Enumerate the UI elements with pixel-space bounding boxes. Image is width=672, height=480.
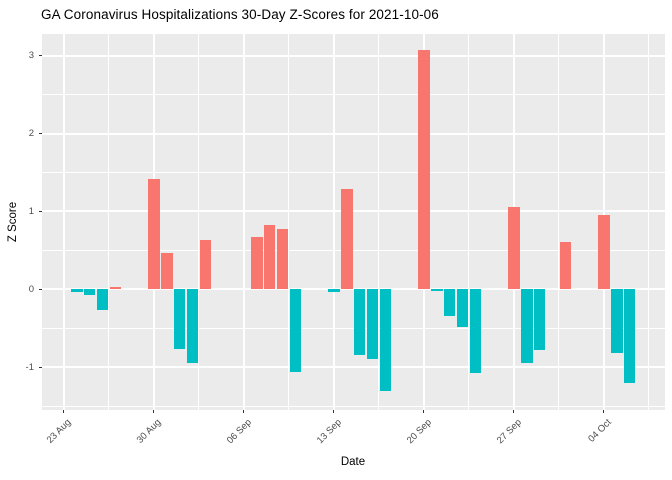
x-minor-gridline	[558, 34, 560, 410]
zscore-bar-2021-09-08	[263, 224, 276, 290]
zscore-bar-2021-08-26	[96, 289, 109, 310]
zscore-bar-2021-10-06	[623, 289, 636, 383]
y-tick-label: 0	[28, 283, 34, 295]
x-tick-mark	[603, 410, 605, 413]
x-major-gridline	[332, 34, 335, 410]
zscore-bar-2021-09-01	[173, 289, 186, 350]
zscore-bar-2021-10-01	[559, 241, 572, 290]
y-major-gridline	[42, 366, 665, 369]
x-minor-gridline	[288, 34, 290, 410]
zscore-bar-2021-09-29	[533, 289, 546, 351]
x-tick-label: 06 Sep	[224, 417, 254, 447]
y-tick-mark	[39, 55, 42, 57]
x-minor-gridline	[378, 34, 380, 410]
x-tick-mark	[333, 410, 335, 413]
zscore-bar-2021-08-27	[109, 287, 122, 290]
y-tick-mark	[39, 210, 42, 212]
zscore-bar-2021-09-07	[251, 237, 263, 290]
zscore-bar-2021-09-10	[289, 289, 302, 372]
x-tick-mark	[423, 410, 425, 413]
chart-title: GA Coronavirus Hospitalizations 30-Day Z…	[41, 7, 439, 22]
zscore-bar-2021-08-31	[161, 252, 173, 290]
y-minor-gridline	[42, 94, 665, 96]
x-tick-label: 20 Sep	[404, 417, 434, 447]
zscore-bar-2021-09-09	[276, 229, 289, 290]
x-minor-gridline	[648, 34, 650, 410]
x-tick-mark	[513, 410, 515, 413]
y-tick-mark	[39, 366, 42, 368]
y-minor-gridline	[42, 172, 665, 174]
y-tick-label: -1	[25, 361, 34, 373]
y-major-gridline	[42, 210, 665, 213]
x-axis-title: Date	[340, 456, 366, 468]
x-major-gridline	[62, 34, 65, 410]
y-major-gridline	[42, 54, 665, 57]
x-minor-gridline	[198, 34, 200, 410]
zscore-bar-2021-09-16	[366, 289, 379, 359]
zscore-bar-2021-09-20	[418, 49, 430, 290]
zscore-bar-2021-09-17	[379, 289, 392, 391]
y-tick-mark	[39, 288, 42, 290]
x-tick-label: 13 Sep	[314, 417, 344, 447]
y-major-gridline	[42, 132, 665, 135]
y-tick-label: 3	[28, 50, 34, 62]
y-major-gridline	[42, 288, 665, 291]
x-tick-mark	[153, 410, 155, 413]
y-minor-gridline	[42, 405, 665, 407]
x-tick-mark	[63, 410, 65, 413]
zscore-bar-2021-08-25	[83, 289, 96, 295]
x-major-gridline	[242, 34, 245, 410]
x-tick-label: 27 Sep	[494, 417, 524, 447]
x-minor-gridline	[108, 34, 110, 410]
zscore-bar-2021-09-22	[443, 289, 456, 316]
zscore-bar-2021-09-21	[431, 289, 443, 291]
y-tick-label: 1	[28, 205, 34, 217]
zscore-bar-2021-09-27	[508, 206, 520, 290]
y-minor-gridline	[42, 249, 665, 251]
zscore-bar-2021-10-05	[611, 289, 623, 354]
zscore-bar-2021-08-30	[148, 178, 160, 290]
zscore-bar-2021-09-24	[469, 289, 482, 373]
zscore-bar-2021-08-24	[71, 289, 83, 292]
y-axis-title: Z Score	[7, 201, 19, 243]
plot-panel	[42, 34, 665, 410]
y-tick-label: 2	[28, 128, 34, 140]
x-tick-label: 30 Aug	[135, 417, 164, 446]
x-tick-mark	[243, 410, 245, 413]
x-tick-label: 23 Aug	[45, 417, 74, 446]
x-tick-label: 04 Oct	[586, 417, 614, 445]
y-minor-gridline	[42, 327, 665, 329]
zscore-bar-2021-09-13	[328, 289, 340, 293]
y-tick-mark	[39, 133, 42, 135]
zscore-bar-2021-09-14	[341, 188, 353, 290]
zscore-bar-2021-09-03	[199, 240, 212, 290]
zscore-bar-2021-09-02	[186, 289, 199, 364]
zscore-bar-2021-09-28	[521, 289, 533, 363]
zscore-bar-2021-09-23	[456, 289, 469, 328]
zscore-bar-2021-10-04	[598, 214, 610, 290]
zscore-bar-2021-09-15	[353, 289, 366, 355]
x-minor-gridline	[468, 34, 470, 410]
